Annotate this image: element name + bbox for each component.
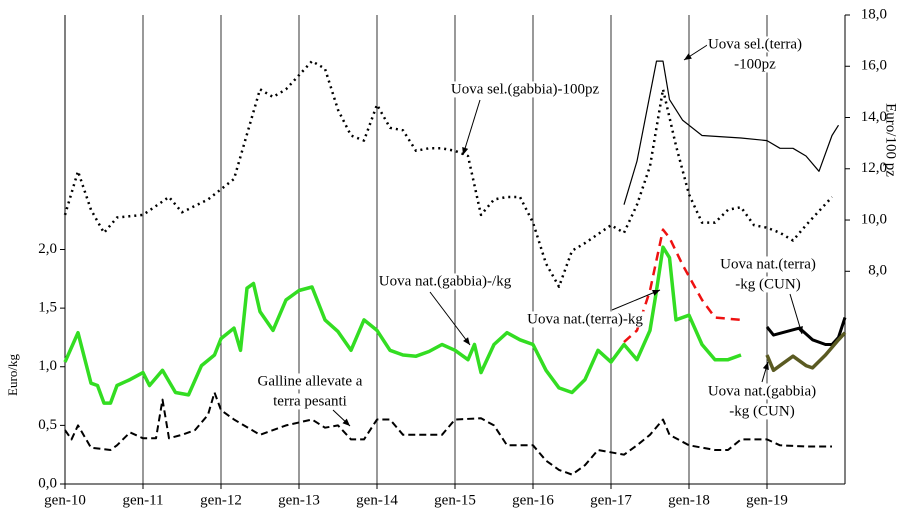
- annotation-bg: [706, 36, 804, 53]
- annotation-arrow: [611, 289, 661, 311]
- annotation: terra pesanti: [273, 393, 347, 409]
- series-line: [765, 331, 847, 373]
- series-line: [64, 391, 832, 476]
- y-tick-label: 2,0: [38, 241, 57, 257]
- y2-tick-label: 10,0: [861, 211, 887, 227]
- annotation-arrow: [429, 291, 471, 346]
- y2-tick-label: 12,0: [861, 160, 887, 176]
- x-tick-label: gen-19: [746, 492, 788, 508]
- arrow-head: [684, 53, 692, 60]
- annotation: Uova nat.(gabbia): [708, 383, 816, 399]
- y2-axis-label: Euro/100 pz: [883, 103, 899, 177]
- x-tick-label: gen-17: [590, 492, 632, 508]
- y-axis-label: Euro/kg: [5, 354, 20, 396]
- annotation-arrow: [462, 99, 481, 156]
- annotation-bg: [449, 81, 601, 98]
- y-tick-label: 1,0: [38, 358, 57, 374]
- annotation: Uova sel.(terra): [708, 36, 802, 52]
- y-tick-label: 0,5: [38, 417, 57, 433]
- x-tick-label: gen-10: [44, 492, 86, 508]
- annotation-bg: [272, 393, 348, 410]
- x-tick-label: gen-16: [512, 492, 554, 508]
- series-line: [63, 59, 833, 288]
- annotation: -kg (CUN): [729, 403, 794, 419]
- series-line: [623, 60, 840, 205]
- y2-tick-label: 8,0: [868, 263, 887, 279]
- arrow-head: [462, 147, 469, 155]
- y-tick-label: 0,0: [38, 475, 57, 491]
- x-tick-label: gen-11: [122, 492, 163, 508]
- x-tick-label: gen-14: [356, 492, 398, 508]
- y2-tick-label: 16,0: [861, 58, 887, 74]
- y2-tick-label: 18,0: [861, 6, 887, 22]
- annotation: Uova nat.(terra)-kg: [527, 311, 643, 327]
- arrow-head: [463, 337, 470, 345]
- annotation-bg: [728, 403, 796, 420]
- arrow-head: [762, 362, 769, 370]
- annotation-bg: [256, 373, 364, 390]
- annotation: Uova sel.(gabbia)-100pz: [451, 81, 600, 97]
- annotation-bg: [734, 276, 802, 293]
- x-tick-label: gen-12: [200, 492, 242, 508]
- y-tick-label: 1,5: [38, 300, 57, 316]
- annotation: Uova nat.(terra): [720, 256, 816, 272]
- series-line: [63, 245, 742, 405]
- x-tick-label: gen-18: [668, 492, 710, 508]
- annotation: -100pz: [734, 56, 776, 72]
- x-tick-label: gen-13: [278, 492, 320, 508]
- arrow-head: [342, 418, 350, 426]
- arrow-head: [796, 326, 803, 334]
- annotation: Uova nat.(gabbia)-/kg: [379, 273, 512, 289]
- annotation-bg: [377, 273, 513, 290]
- annotation-bg: [719, 256, 817, 273]
- annotation: -kg (CUN): [735, 276, 800, 292]
- y2-tick-label: 14,0: [861, 109, 887, 125]
- annotation-bg: [526, 311, 645, 328]
- annotation-bg: [733, 56, 778, 73]
- annotation-bg: [706, 383, 818, 400]
- x-tick-label: gen-15: [434, 492, 476, 508]
- annotation: Galline allevate a: [258, 373, 363, 389]
- arrow-head: [652, 289, 660, 296]
- series-line: [765, 317, 847, 346]
